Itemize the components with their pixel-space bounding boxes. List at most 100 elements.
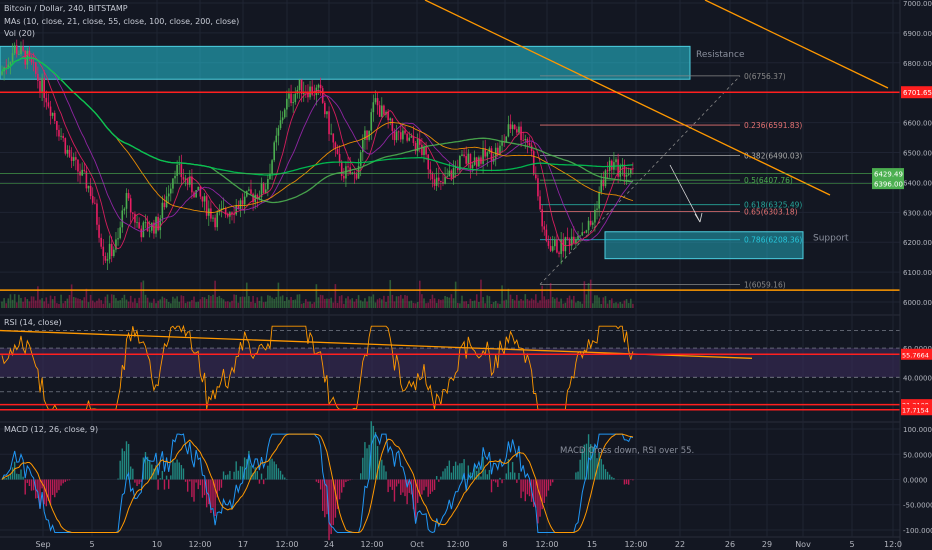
candle-body [399,132,402,140]
candle-body [277,128,280,136]
volume-bar [482,297,484,308]
macd-histogram-bar [195,479,197,483]
macd-histogram-bar [262,479,265,485]
candle-body [125,193,128,209]
rsi-level-label: 55.7664 [902,351,929,359]
candle-body [60,135,62,137]
volume-bar [119,300,121,308]
candle-body [216,212,219,228]
volume-bar [366,301,368,308]
candle-body [235,205,238,215]
volume-bar [32,296,35,308]
volume-bar [273,298,275,308]
volume-bar [541,285,543,308]
candle-body [374,98,377,103]
macd-histogram-bar [248,450,250,480]
candle-body [140,228,143,238]
candle-body [393,130,396,141]
macd-legend: MACD (12, 26, close, 9) [4,425,99,434]
volume-bar [463,301,465,308]
candle-body [475,157,478,167]
volume-bar [302,303,305,308]
macd-histogram-bar [577,471,579,480]
volume-bar [414,303,417,308]
macd-histogram-bar [233,471,235,480]
candle-body [108,243,111,260]
volume-bar [594,295,596,308]
macd-panel[interactable]: MACD Cross down, RSI over 55. [1,421,694,541]
candle-body [70,156,73,161]
candle-body [535,174,537,179]
candle-body [391,118,394,131]
macd-histogram-bar [167,479,170,489]
volume-bar [372,294,375,308]
macd-histogram-bar [592,446,594,480]
price-panel[interactable]: Resistance Support 0(6756.37) 0.236(6591.83… [0,0,900,308]
macd-tick-label: 0.0000 [903,477,928,485]
macd-histogram-bar [383,465,385,480]
candle-body [279,120,282,129]
current-price-badge [872,178,904,190]
volume-bar [39,299,41,308]
candle-body [290,93,292,104]
volume-bar [288,299,290,308]
price-tick-label: 6800.00 [903,60,932,68]
fib-level-label: 0.5(6407.76) [744,176,793,185]
signal-line [1,433,633,533]
candle-body [224,208,227,215]
candle-body [43,78,45,98]
macd-histogram-bar [237,470,240,480]
candle-body [425,146,427,155]
macd-histogram-bar [180,465,183,480]
candle-body [267,179,269,190]
volume-bar [222,299,225,308]
volume-bar [178,301,181,308]
volume-bar [549,283,552,308]
candle-body [328,111,330,135]
candle-body [583,232,586,233]
volume-bar [391,294,394,308]
price-axis[interactable]: 7000.006900.006800.006700.006600.006500.… [872,0,932,550]
candle-body [119,227,121,239]
time-tick-label: Oct [410,540,424,549]
moving-average-line [1,53,633,250]
volume-bar [235,294,238,308]
volume-bar [28,301,31,308]
candle-body [610,160,613,170]
candle-body [47,102,50,107]
volume-bar [585,294,588,308]
macd-histogram-bar [186,479,189,492]
candle-body [575,239,577,244]
candle-body [366,130,368,140]
volume-bar [494,300,497,308]
time-axis[interactable]: Sep 5 10 12:00 17 12:00 24 12:00 Oct 12:00 8 12:00 1… [35,540,902,549]
volume-bar [328,298,330,308]
macd-histogram-bar [214,479,216,516]
macd-histogram-bar [364,442,366,480]
candle-body [195,190,197,198]
macd-histogram-bar [7,476,10,480]
volume-bar [402,298,404,308]
candle-body [243,196,246,205]
macd-histogram-bar [378,461,381,480]
macd-histogram-bar [423,479,425,491]
macd-histogram-bar [49,479,52,506]
candle-body [288,93,290,99]
volume-bar [9,294,12,308]
price-tick-label: 7000.00 [903,0,932,8]
candle-body [20,46,22,55]
rsi-panel[interactable] [0,324,900,411]
macd-histogram-bar [32,479,35,491]
candle-body [193,192,195,198]
macd-histogram-bar [435,476,438,480]
macd-histogram-bar [317,479,320,484]
volume-bar [218,295,221,308]
volume-bar [326,298,328,308]
candle-body [629,168,632,174]
candle-body [402,130,404,140]
macd-histogram-bar [541,479,543,510]
time-tick-label: 12:00 [360,540,383,549]
candle-body [427,154,430,170]
candle-body [408,137,411,141]
